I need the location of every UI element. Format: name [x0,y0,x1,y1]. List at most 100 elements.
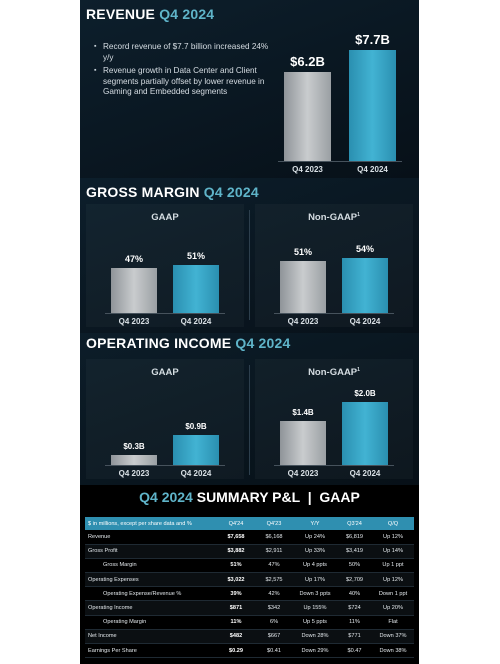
table-cell: Up 20% [372,600,414,616]
column-header: Q4'23 [255,517,293,530]
gm-nongaap-label-text: Non-GAAP [308,212,358,224]
chart-baseline [105,313,225,314]
data-label: 54% [355,243,375,254]
row-label: Net Income [85,629,217,645]
tick-label: Q4 2023 [287,317,319,326]
table-cell: $7,658 [217,530,255,545]
table-row: Earnings Per Share $0.29 $0.41 Down 29% $0.4… [85,643,414,659]
summary-title-period: Q4 2024 [139,489,193,505]
data-label: $1.4B [292,408,314,417]
row-label: Operating Income [85,600,217,616]
table-cell: Down 1 ppt [372,586,414,602]
table-cell: $3,419 [337,544,372,559]
table-cell: $3,882 [217,544,255,559]
tick-label: Q4 2024 [180,317,212,326]
chart-bar [173,435,219,465]
table-cell: Down 37% [372,629,414,645]
summary-table: $ in millions, except per share data and… [85,517,414,659]
revenue-title: REVENUE Q4 2024 [86,6,214,22]
table-cell: $871 [217,600,255,616]
table-row: Operating Margin 11% 6% Up 5 ppts 11% Flat [85,615,414,630]
revenue-chart: $6.2B Q4 2023 $7.7B Q4 2024 [275,30,405,175]
oi-title-text: OPERATING INCOME [86,335,232,351]
row-label: Gross Margin [85,558,217,574]
chart-bar [173,264,219,313]
gm-gaap-chart: 47% Q4 2023 51% Q4 2024 [86,224,244,327]
tick-label: Q4 2024 [357,165,388,174]
table-cell: 11% [217,615,255,630]
table-cell: 11% [337,615,372,630]
data-label: $0.3B [123,442,145,452]
column-header: Y/Y [293,517,337,530]
data-label: $0.9B [185,422,207,432]
operating-income-panel: OPERATING INCOME Q4 2024 GAAP $0.3B Q4 20… [80,333,419,485]
chart-bar [284,71,331,161]
column-header: Q4'24 [217,517,255,530]
gm-gaap-label: GAAP [151,212,179,223]
table-cell: $3,022 [217,572,255,588]
tick-label: Q4 2024 [349,469,381,478]
gross-margin-panel: GROSS MARGIN Q4 2024 GAAP 47% Q4 2023 51% Q… [80,178,419,333]
gm-gaap-subpanel: GAAP 47% Q4 2023 51% Q4 2024 [86,204,244,327]
table-cell: $342 [255,600,293,616]
table-cell: Up 24% [293,530,337,545]
oi-nongaap-chart: $1.4B Q4 2023 $2.0B Q4 2024 [255,379,413,479]
summary-title-rest: SUMMARY P&L | GAAP [196,489,360,505]
chart-bar [342,402,388,465]
oi-gaap-chart: $0.3B Q4 2023 $0.9B Q4 2024 [86,379,244,479]
table-row: Gross Profit $3,882 $2,911 Up 33% $3,419 Up 1… [85,544,414,559]
table-cell: 6% [255,615,293,630]
data-label: $7.7B [355,32,390,47]
chart-baseline [274,465,394,466]
table-cell: $0.29 [217,643,255,659]
table-cell: Down 29% [293,643,337,659]
summary-pl-panel: Q4 2024 SUMMARY P&L | GAAP $ in millions… [80,485,419,664]
gross-margin-title-text: GROSS MARGIN [86,184,200,200]
data-label: 51% [293,246,313,257]
table-cell: Down 38% [372,643,414,659]
table-cell: $482 [217,629,255,645]
row-label: Operating Expenses [85,572,217,588]
revenue-title-text: REVENUE [86,6,156,22]
table-cell: $2,709 [337,572,372,588]
tick-label: Q4 2023 [118,317,150,326]
table-row: Operating Income $871 $342 Up 155% $724 Up 20… [85,600,414,616]
revenue-bullet: Record revenue of $7.7 billion increased… [94,42,269,63]
table-cell: Up 1 ppt [372,558,414,574]
summary-header-row: $ in millions, except per share data and… [85,517,414,530]
gm-nongaap-label: Non-GAAP1 [255,212,413,223]
row-label: Operating Expense/Revenue % [85,586,217,602]
data-label: $6.2B [290,53,325,69]
table-cell: $6,819 [337,530,372,545]
oi-divider [249,365,250,475]
table-cell: Up 4 ppts [293,558,337,574]
table-cell: $724 [337,600,372,616]
table-cell: 51% [217,558,255,574]
oi-gaap-subpanel: GAAP $0.3B Q4 2023 $0.9B Q4 2024 [86,359,244,479]
table-cell: $0.41 [255,643,293,659]
revenue-bullet: Revenue growth in Data Center and Client… [94,66,269,98]
column-header: $ in millions, except per share data and… [85,517,217,530]
chart-bar [280,421,326,465]
table-row: Net Income $482 $667 Down 28% $771 Down 37% [85,629,414,645]
table-cell: 40% [337,586,372,602]
table-cell: Down 28% [293,629,337,645]
table-cell: Up 12% [372,530,414,545]
operating-income-title: OPERATING INCOME Q4 2024 [86,335,291,351]
chart-baseline [278,161,402,162]
table-cell: $6,168 [255,530,293,545]
summary-table-body: Revenue $7,658 $6,168 Up 24% $6,819 Up 12% Gro… [85,530,414,659]
tick-label: Q4 2024 [180,469,212,478]
table-row: Gross Margin 51% 47% Up 4 ppts 50% Up 1 ppt [85,558,414,574]
table-row: Operating Expenses $3,022 $2,575 Up 17% $2,7… [85,572,414,588]
table-cell: Up 17% [293,572,337,588]
tick-label: Q4 2024 [349,317,381,326]
gm-footnote-mark: 1 [357,212,360,218]
row-label: Revenue [85,530,217,545]
row-label: Earnings Per Share [85,643,217,659]
table-cell: Up 12% [372,572,414,588]
oi-gaap-label: GAAP [151,367,179,378]
table-cell: Up 5 ppts [293,615,337,630]
table-cell: Down 3 ppts [293,586,337,602]
table-cell: Up 155% [293,600,337,616]
